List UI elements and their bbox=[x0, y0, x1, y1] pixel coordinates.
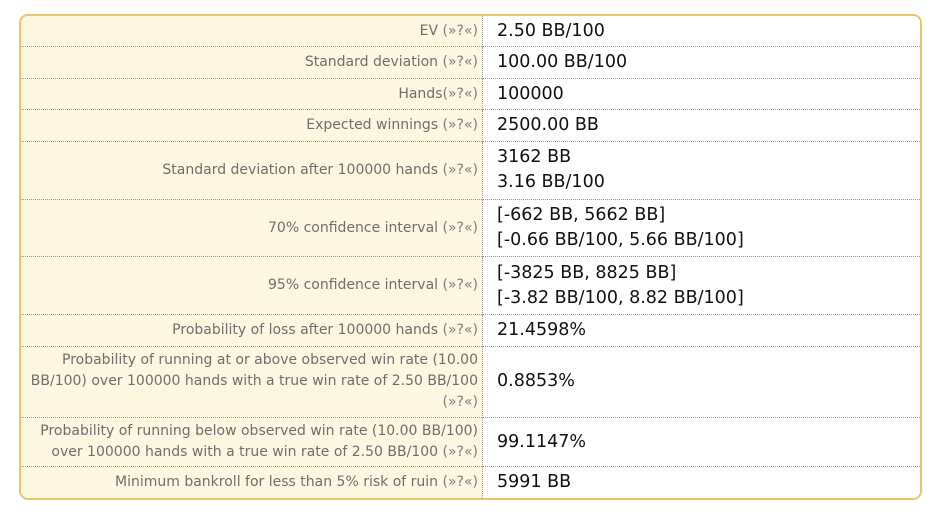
result-value: [-0.66 BB/100, 5.66 BB/100] bbox=[497, 230, 744, 251]
result-value: 5991 BB bbox=[497, 472, 572, 493]
help-toggle-link[interactable]: (»?«) bbox=[442, 444, 479, 461]
result-value-cell: 100000 bbox=[482, 77, 920, 110]
result-value: 2500.00 BB bbox=[497, 115, 599, 136]
result-value: 100.00 BB/100 bbox=[497, 52, 628, 73]
result-label-cell: 70% confidence interval (»?«) bbox=[21, 198, 483, 257]
result-label-cell: EV (»?«) bbox=[21, 16, 483, 47]
result-row-probability-of-running-at-or-above-observed-win-: Probability of running at or above obser… bbox=[21, 345, 920, 418]
help-toggle-link[interactable]: (»?«) bbox=[442, 394, 479, 411]
result-value-cell: 5991 BB bbox=[482, 466, 920, 498]
result-label-cell: Hands(»?«) bbox=[21, 77, 483, 110]
result-value-cell: [-662 BB, 5662 BB] [-0.66 BB/100, 5.66 BB… bbox=[482, 198, 920, 257]
help-toggle-link[interactable]: (»?«) bbox=[442, 161, 479, 178]
result-label-cell: Minimum bankroll for less than 5% risk o… bbox=[21, 466, 483, 498]
result-value: 3162 BB bbox=[497, 147, 572, 168]
result-value-cell: 2500.00 BB bbox=[482, 109, 920, 142]
result-row-standard-deviation: Standard deviation (»?«) 100.00 BB/100 bbox=[21, 46, 920, 79]
result-label-cell: Probability of running at or above obser… bbox=[21, 345, 483, 418]
result-label-cell: Standard deviation (»?«) bbox=[21, 46, 483, 79]
results-panel: EV (»?«) 2.50 BB/100 Standard deviation (»… bbox=[19, 14, 922, 500]
result-value-cell: [-3825 BB, 8825 BB] [-3.82 BB/100, 8.82 B… bbox=[482, 256, 920, 315]
result-value-cell: 21.4598% bbox=[482, 314, 920, 347]
help-toggle-link[interactable]: (»?«) bbox=[442, 22, 479, 39]
result-value: 21.4598% bbox=[497, 319, 586, 340]
result-row-probability-of-loss-after-100000-hands: Probability of loss after 100000 hands (… bbox=[21, 314, 920, 347]
result-row-expected-winnings: Expected winnings (»?«) 2500.00 BB bbox=[21, 109, 920, 142]
help-toggle-link[interactable]: (»?«) bbox=[442, 277, 479, 294]
result-value-cell: 0.8853% bbox=[482, 345, 920, 418]
result-label: EV bbox=[419, 22, 439, 39]
result-row-ev: EV (»?«) 2.50 BB/100 bbox=[21, 16, 920, 47]
result-label: Probability of running below observed wi… bbox=[40, 423, 478, 461]
result-value-cell: 99.1147% bbox=[482, 417, 920, 467]
results-table-body: EV (»?«) 2.50 BB/100 Standard deviation (»… bbox=[21, 16, 920, 498]
result-label: Probability of loss after 100000 hands bbox=[172, 321, 439, 338]
result-value: 3.16 BB/100 bbox=[497, 172, 605, 193]
result-value: [-3.82 BB/100, 8.82 BB/100] bbox=[497, 287, 744, 308]
result-label-cell: Expected winnings (»?«) bbox=[21, 109, 483, 142]
result-value: 0.8853% bbox=[497, 371, 575, 392]
help-toggle-link[interactable]: (»?«) bbox=[442, 474, 479, 491]
help-toggle-link[interactable]: (»?«) bbox=[442, 219, 479, 236]
results-table: EV (»?«) 2.50 BB/100 Standard deviation (»… bbox=[21, 16, 920, 498]
result-value: [-662 BB, 5662 BB] bbox=[497, 205, 666, 226]
result-value-cell: 100.00 BB/100 bbox=[482, 46, 920, 79]
result-label: 95% confidence interval bbox=[268, 277, 439, 294]
result-label: Hands bbox=[398, 85, 443, 102]
result-value: 99.1147% bbox=[497, 431, 586, 452]
result-label-cell: Probability of loss after 100000 hands (… bbox=[21, 314, 483, 347]
result-label: Expected winnings bbox=[306, 117, 439, 134]
result-row-95-confidence-interval: 95% confidence interval (»?«) [-3825 BB, … bbox=[21, 256, 920, 315]
result-label: Minimum bankroll for less than 5% risk o… bbox=[115, 474, 439, 491]
result-value: [-3825 BB, 8825 BB] bbox=[497, 262, 677, 283]
result-value-cell: 3162 BB 3.16 BB/100 bbox=[482, 140, 920, 200]
result-row-probability-of-running-below-observed-win-rate-1: Probability of running below observed wi… bbox=[21, 417, 920, 467]
result-label: Standard deviation bbox=[304, 54, 439, 71]
result-value: 2.50 BB/100 bbox=[497, 20, 605, 41]
result-row-minimum-bankroll-for-less-than-5-risk-of-ruin: Minimum bankroll for less than 5% risk o… bbox=[21, 466, 920, 498]
result-row-standard-deviation-after-100000-hands: Standard deviation after 100000 hands (»… bbox=[21, 140, 920, 200]
help-toggle-link[interactable]: (»?«) bbox=[442, 117, 479, 134]
result-label-cell: Standard deviation after 100000 hands (»… bbox=[21, 140, 483, 200]
help-toggle-link[interactable]: (»?«) bbox=[442, 321, 479, 338]
result-label: Probability of running at or above obser… bbox=[30, 352, 478, 390]
result-value-cell: 2.50 BB/100 bbox=[482, 16, 920, 47]
help-toggle-link[interactable]: (»?«) bbox=[442, 85, 479, 102]
result-row-70-confidence-interval: 70% confidence interval (»?«) [-662 BB, 5… bbox=[21, 198, 920, 257]
help-toggle-link[interactable]: (»?«) bbox=[442, 54, 479, 71]
result-label-cell: 95% confidence interval (»?«) bbox=[21, 256, 483, 315]
result-value: 100000 bbox=[497, 83, 564, 104]
result-label-cell: Probability of running below observed wi… bbox=[21, 417, 483, 467]
result-label: Standard deviation after 100000 hands bbox=[162, 161, 439, 178]
result-label: 70% confidence interval bbox=[268, 219, 439, 236]
result-row-hands: Hands(»?«) 100000 bbox=[21, 77, 920, 110]
